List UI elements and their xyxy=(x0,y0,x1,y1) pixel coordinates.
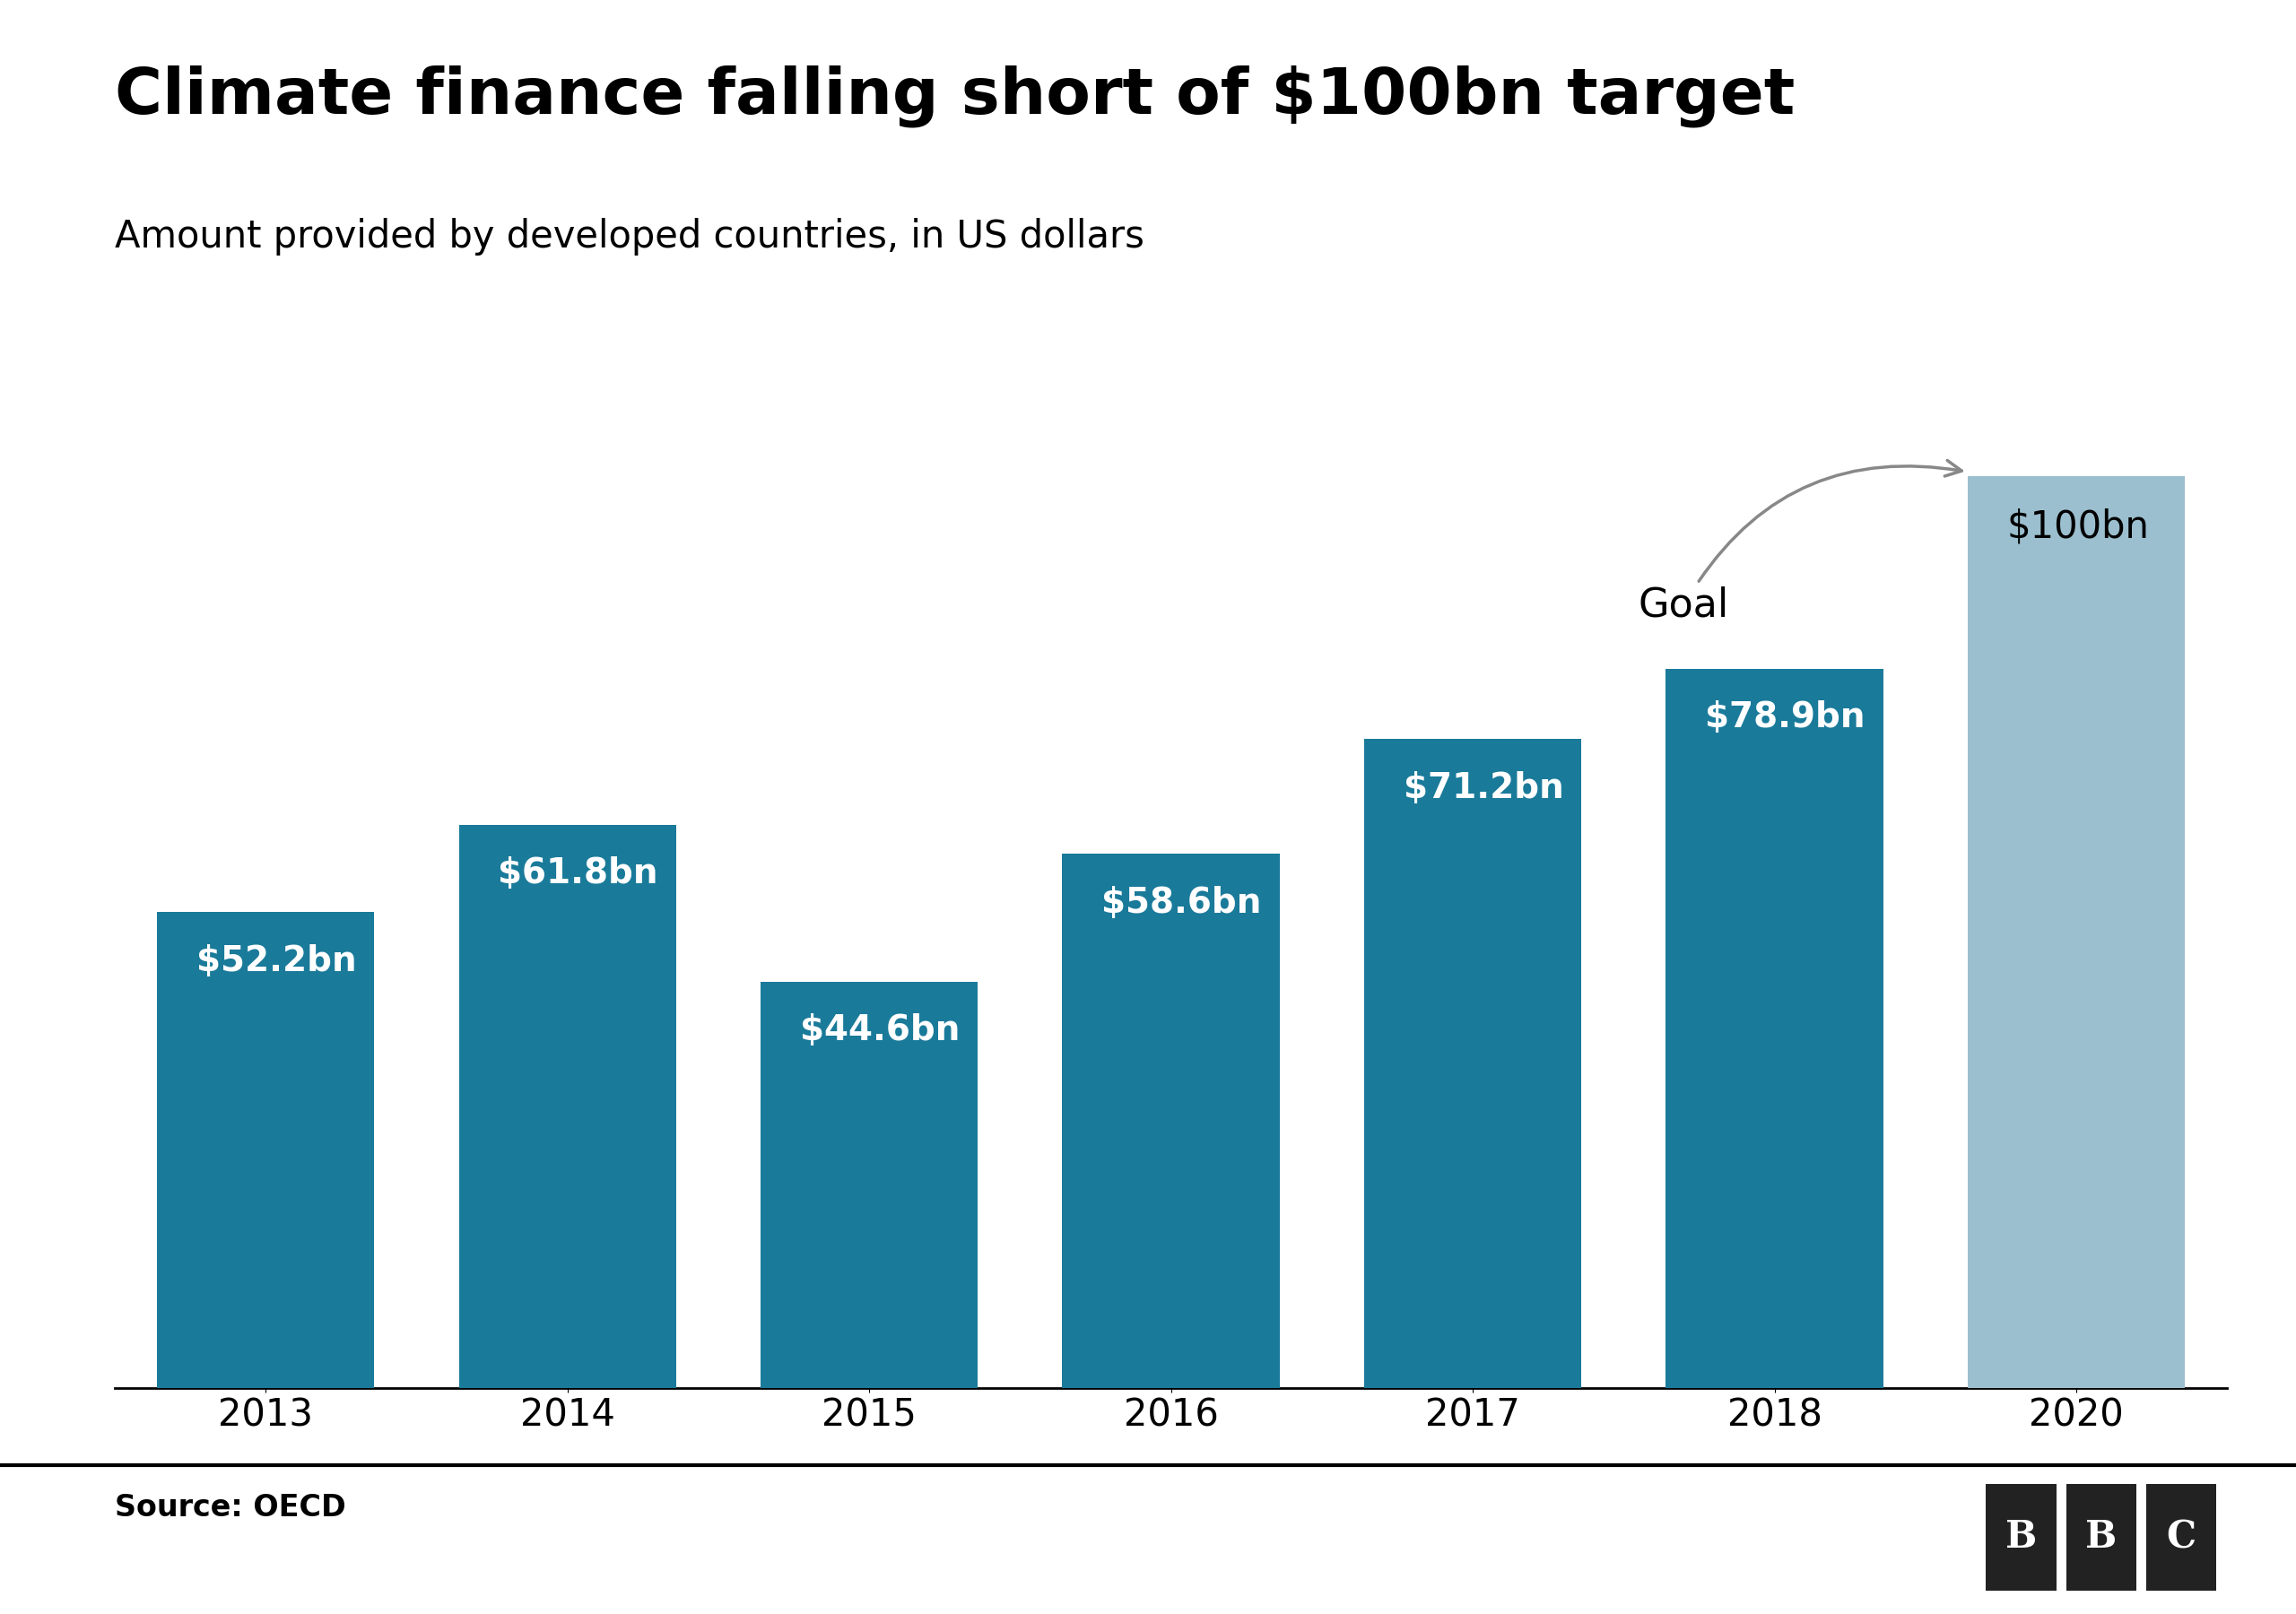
Text: C: C xyxy=(2167,1519,2197,1556)
Text: B: B xyxy=(2085,1519,2117,1556)
Text: Amount provided by developed countries, in US dollars: Amount provided by developed countries, … xyxy=(115,218,1143,255)
Bar xyxy=(1986,1485,2057,1591)
Bar xyxy=(1667,668,1883,1388)
Text: $52.2bn: $52.2bn xyxy=(195,944,356,978)
Text: Climate finance falling short of $100bn target: Climate finance falling short of $100bn … xyxy=(115,65,1795,128)
Bar xyxy=(1968,476,2186,1388)
Bar xyxy=(156,912,374,1388)
Text: Goal: Goal xyxy=(1639,460,1961,625)
Text: $100bn: $100bn xyxy=(2007,508,2149,546)
Text: $61.8bn: $61.8bn xyxy=(498,857,659,891)
Text: $71.2bn: $71.2bn xyxy=(1403,771,1564,805)
Bar xyxy=(1063,854,1279,1388)
Text: B: B xyxy=(2004,1519,2037,1556)
Text: $44.6bn: $44.6bn xyxy=(799,1014,960,1047)
Bar xyxy=(2147,1485,2216,1591)
Text: $58.6bn: $58.6bn xyxy=(1102,886,1261,920)
Bar xyxy=(2066,1485,2138,1591)
Bar xyxy=(459,825,675,1388)
Text: Source: OECD: Source: OECD xyxy=(115,1493,347,1522)
Text: $78.9bn: $78.9bn xyxy=(1706,700,1864,734)
Bar xyxy=(760,981,978,1388)
Bar xyxy=(1364,739,1582,1388)
